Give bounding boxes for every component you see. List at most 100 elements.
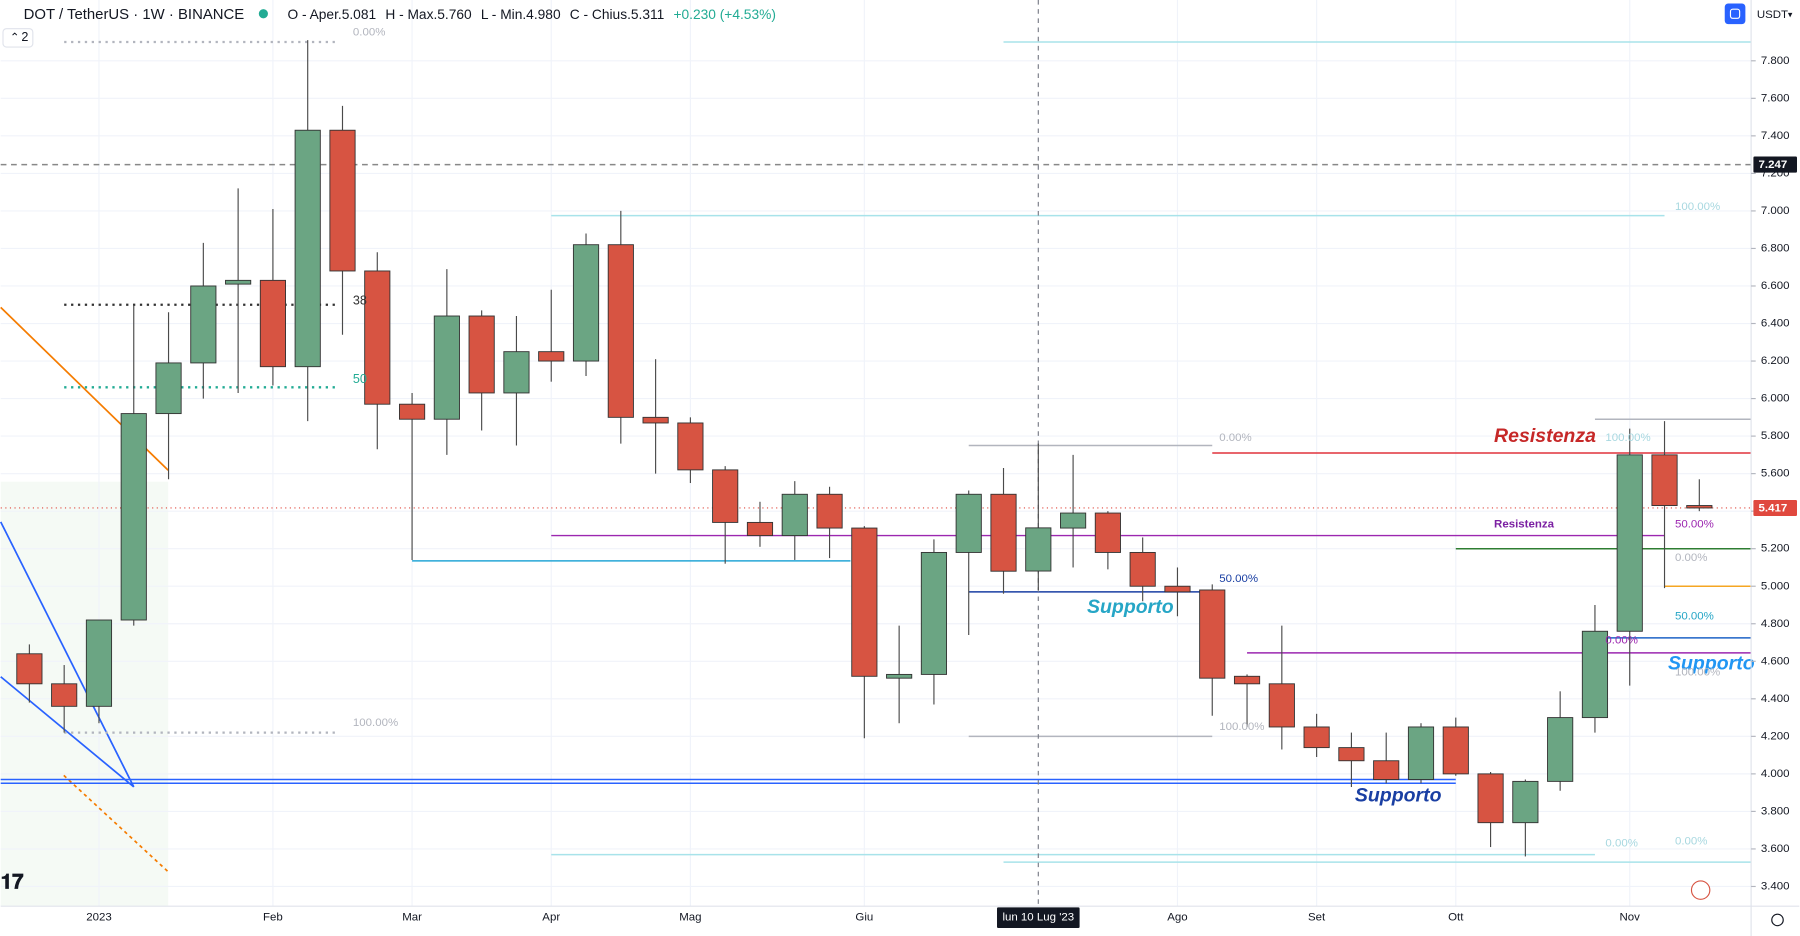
y-tick-label: 6.000	[1761, 393, 1790, 405]
annotation: 0.00%	[1675, 552, 1708, 564]
market-status	[258, 9, 268, 19]
annotation: Resistenza	[1494, 518, 1555, 530]
settings-button[interactable]	[1771, 913, 1784, 927]
indicator-count: 2	[21, 30, 28, 44]
candle-body	[51, 683, 78, 707]
currency-button[interactable]: USDT	[1757, 9, 1788, 21]
y-tick-label: 5.200	[1761, 543, 1790, 555]
trend-line	[0, 676, 135, 788]
y-tick-label: 3.600	[1761, 843, 1790, 855]
candle-body	[1686, 505, 1713, 509]
y-tick-label: 6.800	[1761, 242, 1790, 254]
candles	[16, 40, 1713, 857]
annotations: Resistenza Resistenza Supporto Supporto Supp…	[353, 27, 1755, 850]
candle-body	[1547, 717, 1574, 782]
x-tick-label: Nov	[1620, 912, 1641, 924]
annotation: 38	[353, 293, 367, 307]
candle-body	[364, 270, 391, 405]
candle-body	[225, 279, 252, 285]
crosshair-badge	[997, 907, 1080, 928]
crosshair-label: lun 10 Lug '23	[1002, 912, 1074, 924]
x-tick-label: Mag	[679, 912, 701, 924]
annotation: 0.00%	[1605, 837, 1638, 849]
annotation: 50.00%	[1675, 610, 1714, 622]
x-tick-label: Set	[1308, 912, 1326, 924]
x-tick-label: Apr	[542, 912, 560, 924]
axes: 3.400 3.600 3.800 4.000 4.200 4.400 4.600 4.800…	[86, 55, 1797, 928]
candle-body	[1268, 683, 1295, 728]
candle-body	[712, 469, 739, 523]
candle-body	[16, 653, 43, 685]
trend-line	[63, 774, 169, 873]
y-tick-label: 5.600	[1761, 468, 1790, 480]
x-tick-label: Mar	[402, 912, 422, 924]
candle-body	[1303, 726, 1330, 749]
chevron: ⌃	[10, 32, 20, 44]
annotation: Supporto	[1668, 652, 1755, 674]
ohlc-item: O - Aper.5.081	[287, 7, 376, 22]
candle-body	[1199, 589, 1226, 679]
indicator-toggle[interactable]	[2, 28, 34, 48]
trend-line	[0, 521, 135, 788]
y-tick-label: 3.400	[1761, 881, 1790, 893]
annotation: 100.00%	[1675, 667, 1720, 679]
annotation: 100.00%	[1219, 721, 1264, 733]
ohlc-item: +0.230 (+4.53%)	[673, 7, 775, 22]
candle-body	[1129, 551, 1156, 587]
candle-body	[294, 129, 321, 368]
candle-body	[538, 351, 565, 362]
candle-body	[1094, 512, 1121, 553]
candle-body	[1477, 773, 1504, 824]
candle-body	[572, 244, 600, 362]
annotation: 50.00%	[1219, 573, 1258, 585]
annotation: 0.00%	[1605, 635, 1638, 647]
candle-body	[1512, 780, 1539, 824]
x-tick-label: Feb	[263, 912, 283, 924]
candle-body	[155, 362, 182, 415]
candle-body	[433, 315, 460, 420]
currency-caret: ▾	[1788, 9, 1793, 19]
candle-body	[642, 416, 669, 424]
x-tick-label: Ott	[1448, 912, 1464, 924]
candle-body	[259, 279, 286, 368]
price-badge-label: 7.247	[1759, 159, 1788, 171]
annotation: 0.00%	[1675, 835, 1708, 847]
candle-body	[1651, 454, 1678, 506]
annotation: 0.00%	[1219, 432, 1252, 444]
ohlc-item: C - Chius.5.311	[570, 7, 665, 22]
y-tick-label: 7.000	[1761, 205, 1790, 217]
annotation: 100.00%	[1605, 432, 1650, 444]
candle-body	[1373, 760, 1400, 780]
candle-body	[1442, 726, 1469, 775]
annotation: 50.00%	[1675, 518, 1714, 530]
annotation: Supporto	[1087, 596, 1174, 618]
y-tick-label: 7.800	[1761, 55, 1790, 67]
compare-button[interactable]	[1724, 3, 1746, 25]
candle-body	[1581, 630, 1609, 719]
y-tick-label: 4.400	[1761, 693, 1790, 705]
y-tick-label: 5.800	[1761, 430, 1790, 442]
x-tick-label: Giu	[855, 912, 873, 924]
y-tick-label: 7.200	[1761, 167, 1790, 179]
y-tick-label: 6.400	[1761, 318, 1790, 330]
y-tick-label: 4.800	[1761, 618, 1790, 630]
y-tick-label: 5.000	[1761, 580, 1790, 592]
price-badge	[1753, 499, 1797, 517]
x-tick-label: Ago	[1167, 912, 1187, 924]
candle-body	[607, 244, 634, 418]
annotation: 100.00%	[353, 717, 398, 729]
candle-body	[329, 129, 356, 272]
candle-body	[1164, 585, 1191, 593]
y-tick-label: 4.600	[1761, 655, 1790, 667]
candle-body	[955, 493, 982, 553]
candle-body	[1338, 747, 1365, 762]
annotation: 0.00%	[353, 27, 386, 39]
candle-body	[781, 493, 808, 537]
candle-body	[746, 521, 774, 537]
candle-body	[1233, 675, 1261, 685]
price-badge-label: 5.417	[1759, 503, 1788, 515]
candle-body	[677, 422, 704, 471]
annotation: Resistenza	[1494, 425, 1596, 447]
